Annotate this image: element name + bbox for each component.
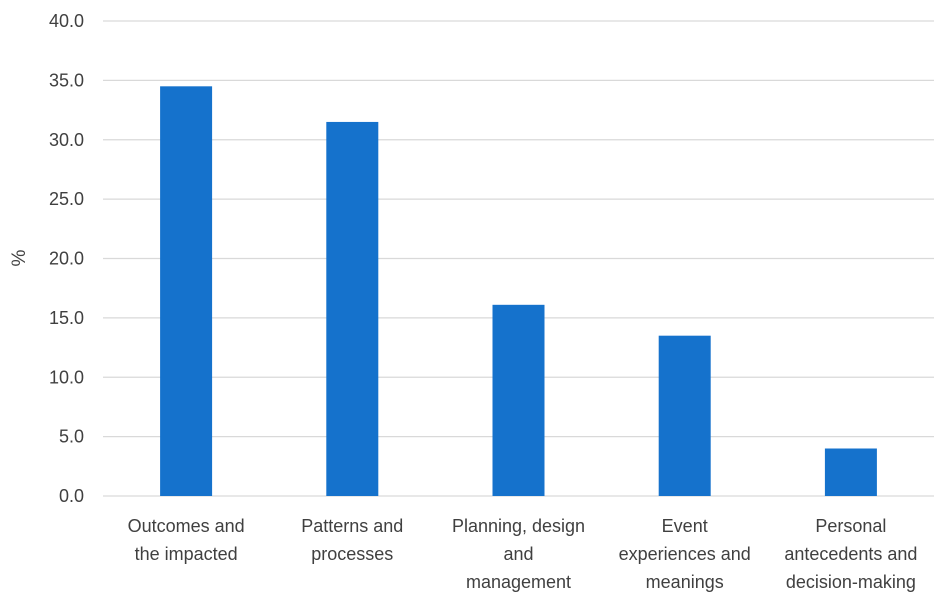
y-axis-tick-labels: 0.0 5.0 10.0 15.0 20.0 25.0 30.0 35.0 40.0 <box>49 11 84 506</box>
y-tick-label: 40.0 <box>49 11 84 31</box>
bar <box>326 121 379 496</box>
y-tick-label: 5.0 <box>59 427 84 447</box>
y-tick-label: 15.0 <box>49 308 84 328</box>
bars <box>160 86 877 496</box>
y-tick-label: 25.0 <box>49 189 84 209</box>
bar <box>658 335 711 496</box>
x-category-label: Outcomes and the impacted <box>128 516 245 564</box>
x-category-label: Event experiences and meanings <box>619 516 751 592</box>
x-category-label: Planning, design and management <box>452 516 585 592</box>
y-tick-label: 10.0 <box>49 367 84 387</box>
y-tick-label: 0.0 <box>59 486 84 506</box>
x-category-label: Patterns and processes <box>301 516 403 564</box>
bar <box>824 448 877 496</box>
y-tick-label: 30.0 <box>49 130 84 150</box>
y-tick-label: 35.0 <box>49 70 84 90</box>
bar <box>492 304 545 496</box>
x-axis-category-labels: Outcomes and the impacted Patterns and proc… <box>128 516 918 592</box>
bar <box>160 86 213 496</box>
gridlines <box>103 20 934 497</box>
y-tick-label: 20.0 <box>49 249 84 269</box>
x-category-label: Personal antecedents and decision-making <box>784 516 917 592</box>
y-axis-label: % <box>9 249 30 266</box>
